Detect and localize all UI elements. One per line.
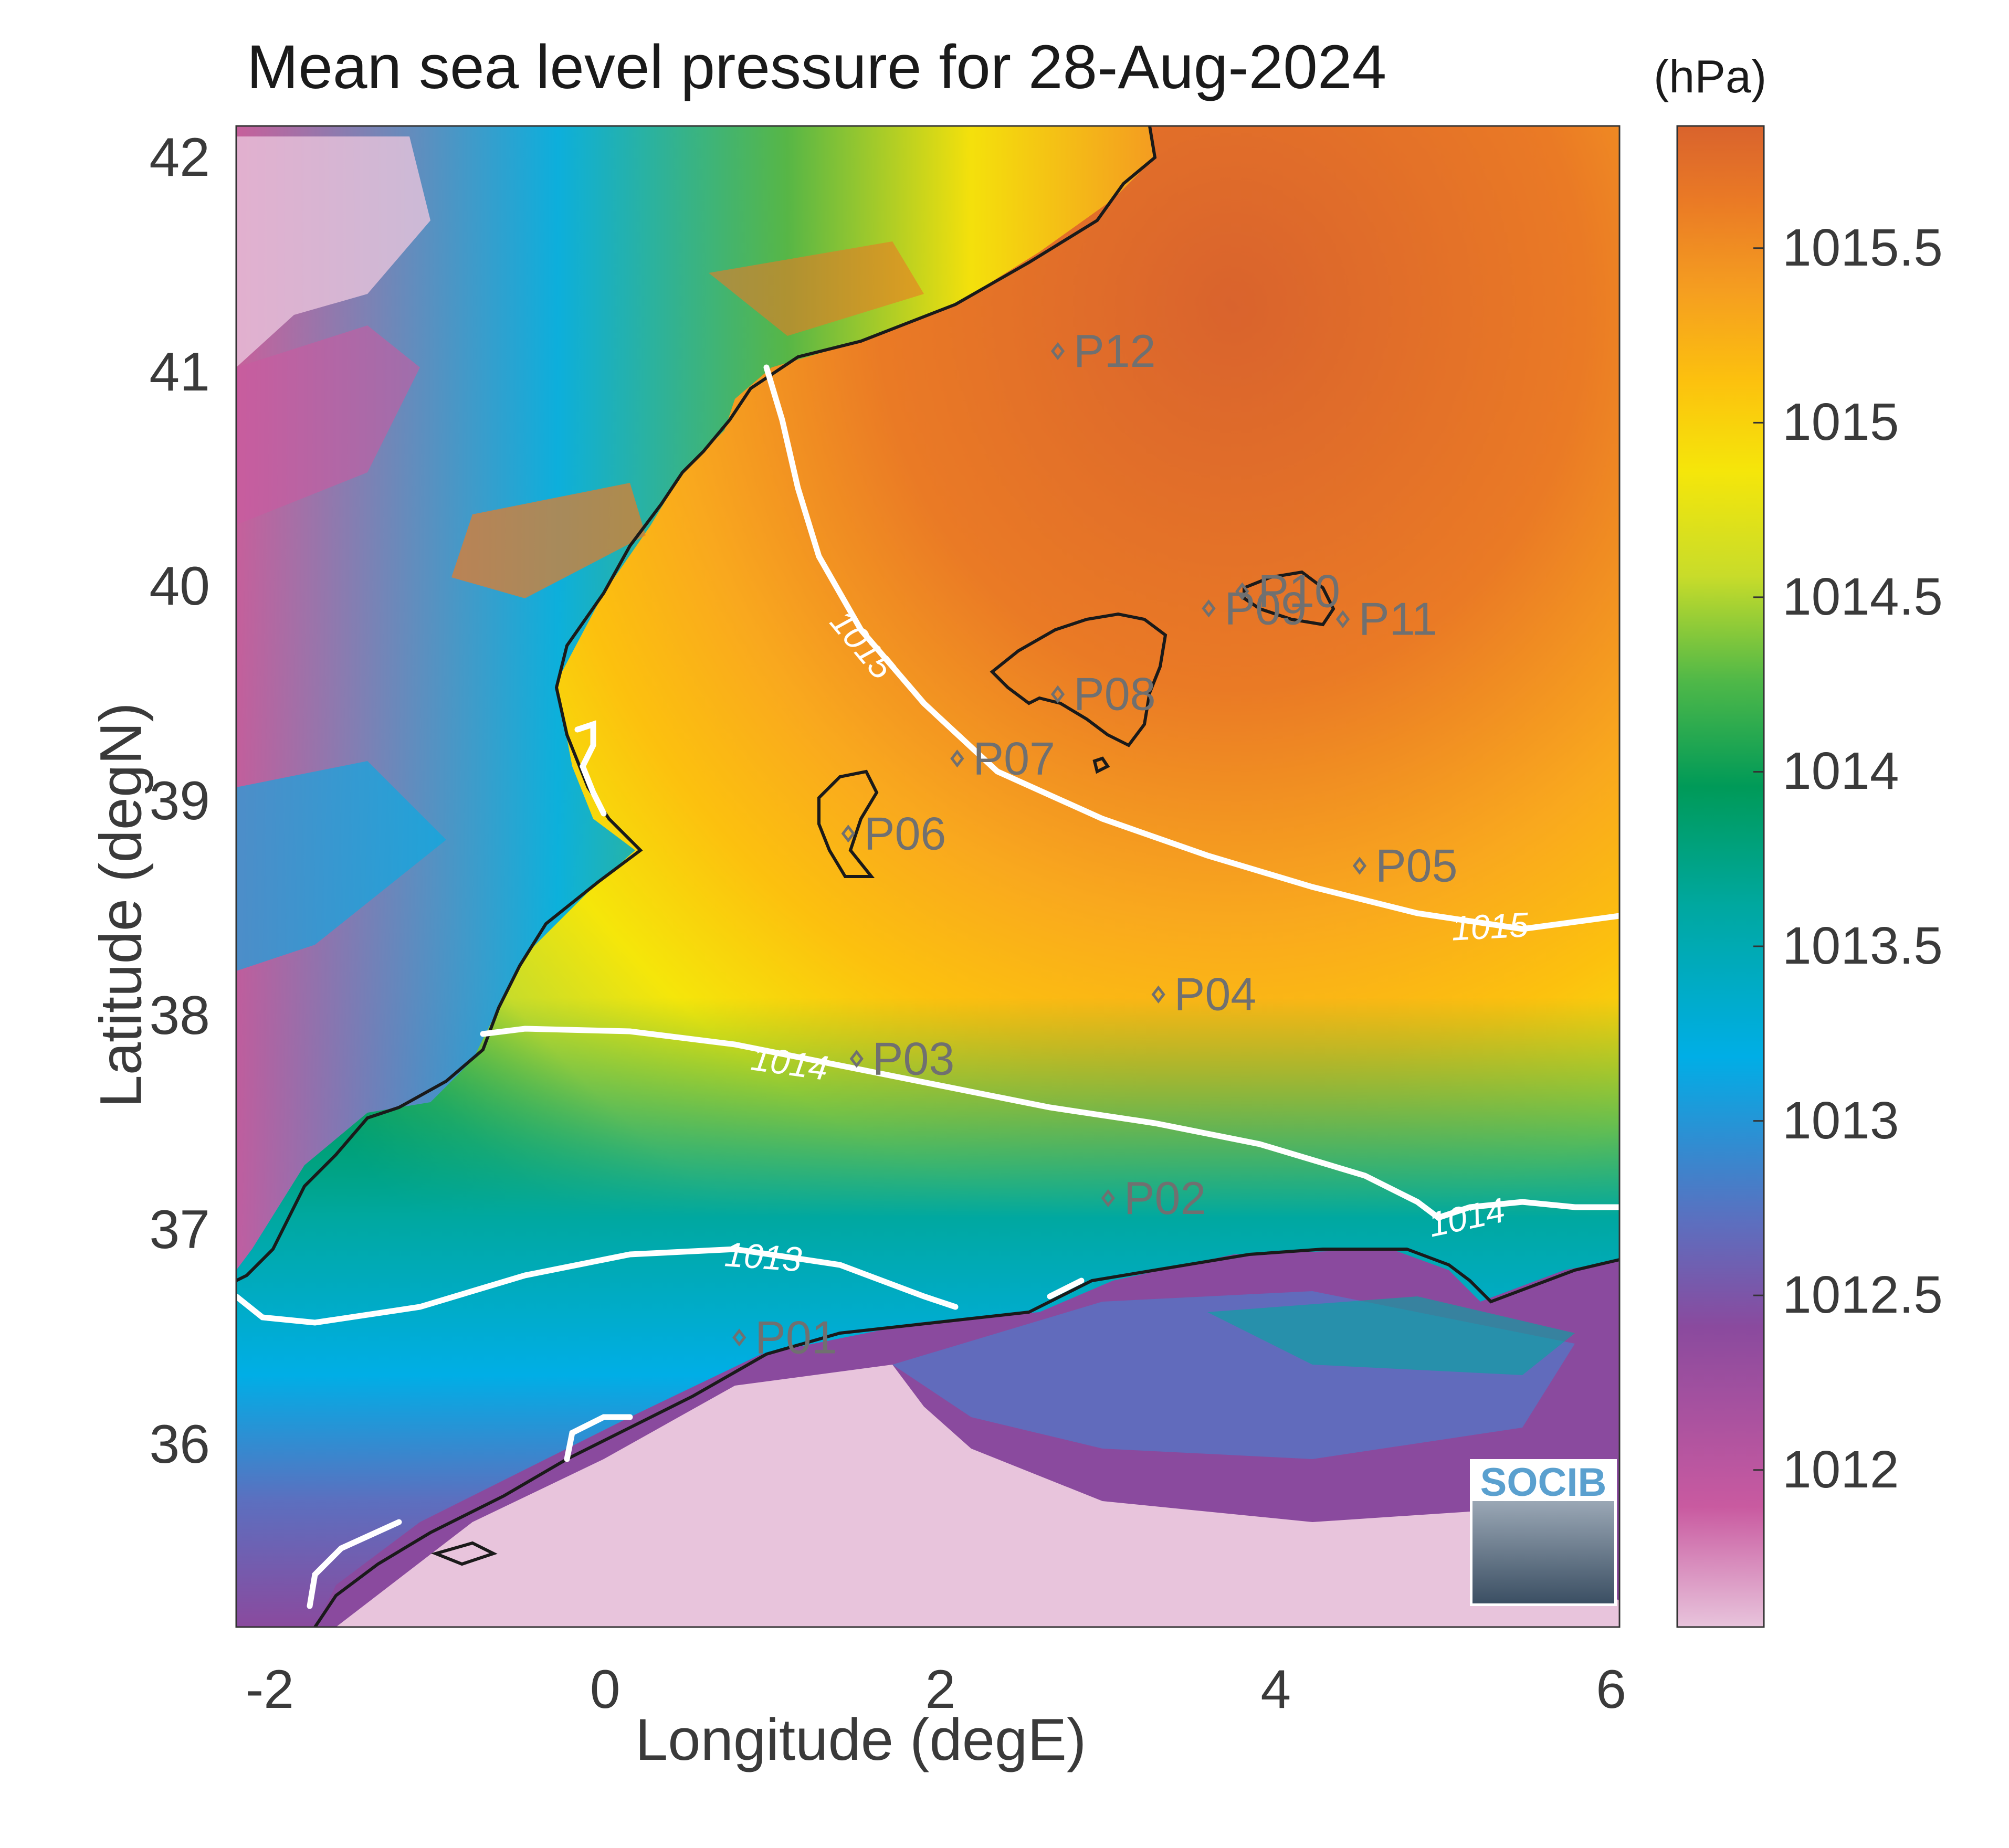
x-tick-label: 6 — [1596, 1659, 1626, 1720]
colorbar — [1676, 125, 1765, 1628]
colorbar-tick-label: 1015.5 — [1782, 218, 1943, 277]
contour-label-1013: 1013 — [723, 1234, 803, 1279]
point-p01: P01 — [732, 1311, 837, 1363]
colorbar-tick-label: 1012 — [1782, 1440, 1899, 1499]
point-p02: P02 — [1101, 1172, 1206, 1224]
logo-text: SOCIB — [1480, 1460, 1607, 1505]
point-marker — [1202, 599, 1216, 618]
point-label: P02 — [1124, 1172, 1206, 1224]
point-p12: P12 — [1050, 325, 1156, 377]
colorbar-tick-label: 1013.5 — [1782, 916, 1943, 976]
point-marker — [1101, 1189, 1116, 1207]
point-label: P06 — [864, 807, 946, 859]
x-tick-label: -2 — [245, 1659, 294, 1720]
colorbar-tick-label: 1014.5 — [1782, 567, 1943, 626]
y-tick-label: 38 — [149, 985, 210, 1046]
colorbar-tick-label: 1015 — [1782, 393, 1899, 452]
point-p03: P03 — [849, 1032, 955, 1084]
x-tick-label: 4 — [1260, 1659, 1291, 1720]
y-tick-label: 42 — [149, 127, 210, 188]
y-tick-label: 39 — [149, 770, 210, 831]
contour-1014 — [480, 1026, 1619, 1221]
contour-label-1015-b: 1015 — [1450, 905, 1530, 948]
plot-frame — [235, 125, 1621, 1628]
colorbar-tick-label: 1012.5 — [1782, 1265, 1943, 1325]
point-marker — [849, 1050, 864, 1068]
point-label: P07 — [973, 732, 1055, 784]
y-tick-label: 40 — [149, 556, 210, 617]
point-label: P01 — [755, 1311, 837, 1363]
point-marker — [1050, 342, 1065, 361]
colorbar-tick-label: 1014 — [1782, 742, 1899, 801]
coastline — [236, 126, 1619, 1627]
pressure-field: 1015 1015 1014 1014 1013 SOCIB — [236, 126, 1619, 1627]
point-marker — [1235, 582, 1249, 600]
point-label: P05 — [1375, 840, 1458, 892]
colorbar-unit: (hPa) — [1654, 50, 1767, 102]
map-title: Mean sea level pressure for 28-Aug-2024 — [247, 33, 1387, 102]
point-p10: P10 — [1235, 565, 1340, 617]
point-marker — [1335, 610, 1350, 628]
y-tick-label: 41 — [149, 341, 210, 403]
y-tick-label: 36 — [149, 1413, 210, 1475]
contour-1015 — [763, 364, 1619, 932]
x-tick-label: 2 — [925, 1659, 956, 1720]
point-label: P03 — [872, 1032, 955, 1084]
point-label: P12 — [1074, 325, 1156, 377]
point-marker — [1050, 685, 1065, 703]
y-tick-label: 37 — [149, 1199, 210, 1261]
point-p06: P06 — [841, 807, 946, 859]
point-p05: P05 — [1352, 840, 1458, 892]
point-label: P10 — [1258, 565, 1340, 617]
point-p11: P11 — [1335, 593, 1437, 645]
colorbar-tick-label: 1013 — [1782, 1091, 1899, 1150]
point-label: P08 — [1074, 668, 1156, 720]
point-marker — [732, 1328, 746, 1347]
point-label: P11 — [1359, 593, 1437, 645]
point-label: P04 — [1174, 968, 1257, 1020]
point-marker — [1151, 985, 1165, 1004]
point-marker — [841, 825, 855, 843]
point-p07: P07 — [950, 732, 1055, 784]
x-tick-label: 0 — [590, 1659, 620, 1720]
point-p08: P08 — [1050, 668, 1156, 720]
point-marker — [1352, 857, 1367, 875]
point-marker — [950, 749, 964, 768]
contour-lines — [236, 364, 1619, 1609]
y-axis-label: Latitude (degN) — [88, 702, 154, 1108]
contour-1013 — [236, 1246, 959, 1326]
socib-logo: SOCIB — [1470, 1459, 1617, 1606]
point-p04: P04 — [1151, 968, 1257, 1020]
x-axis-label: Longitude (degE) — [635, 1707, 1087, 1772]
